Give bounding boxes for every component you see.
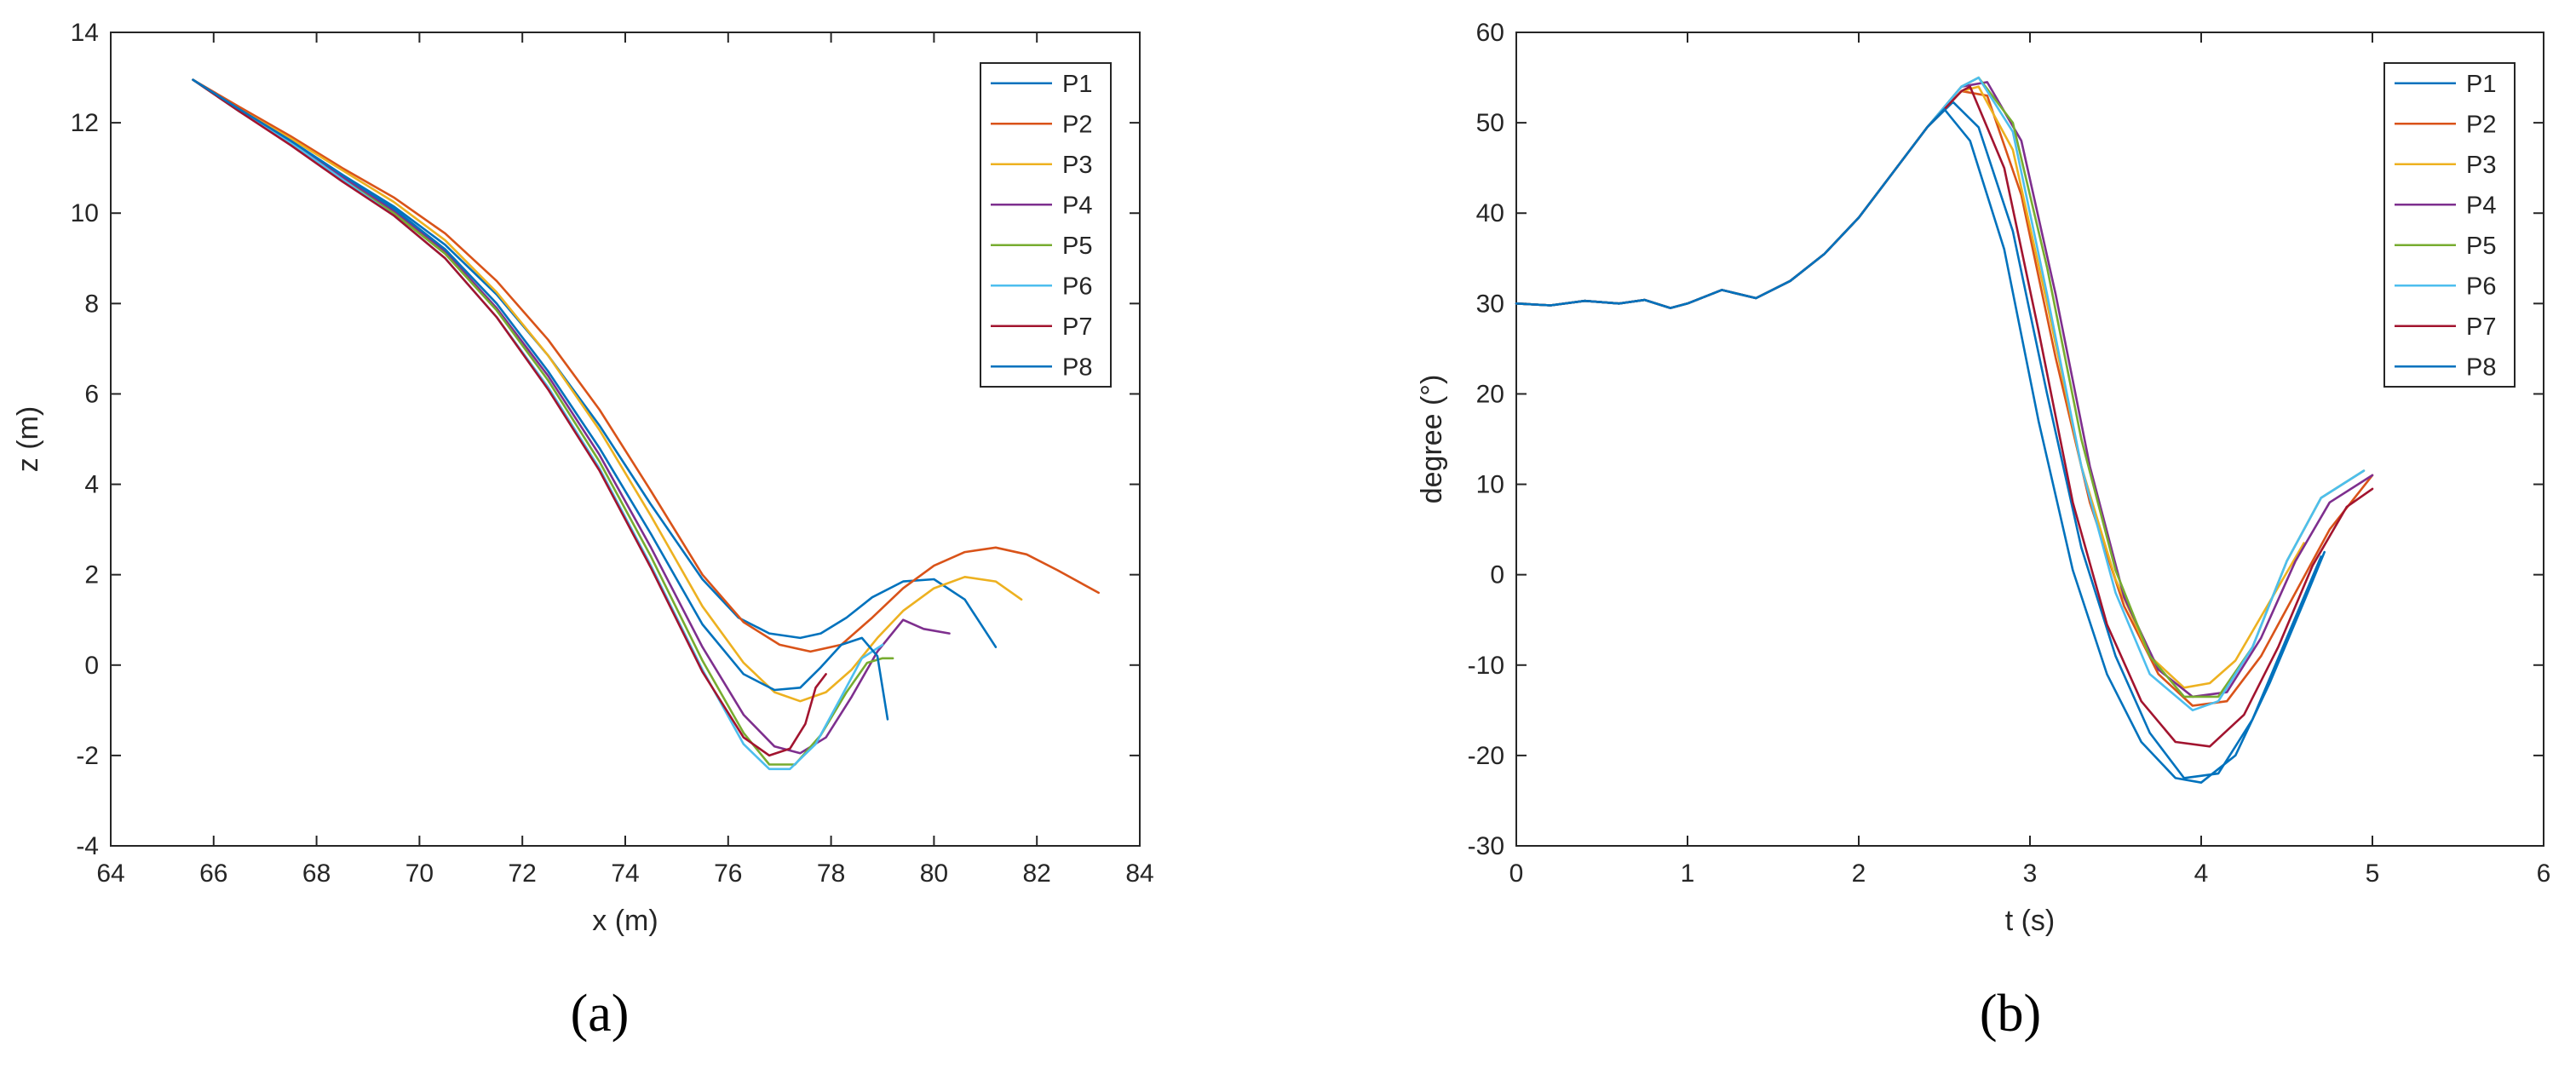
x-tick-label: 66 — [199, 859, 227, 888]
y-tick-label: -4 — [76, 832, 99, 860]
panel-b-chart: 0 1 2 3 4 5 6 -30 -20 -10 0 10 20 30 40 50 60 t (s) degree… — [1416, 19, 2550, 937]
series-line-p4 — [192, 78, 951, 755]
legend-box — [980, 62, 1112, 388]
x-tick-label: 70 — [405, 859, 434, 888]
x-tick-label: 2 — [1852, 859, 1866, 888]
legend: P1 P2 P3 P4 P5 P6 P7 P8 — [2383, 62, 2516, 388]
y-tick-label: 40 — [1476, 199, 1504, 227]
legend-label: P1 — [2466, 71, 2496, 98]
x-tick-label: 72 — [509, 859, 537, 888]
x-tick-label: 3 — [2023, 859, 2038, 888]
y-tick-label: 0 — [1490, 561, 1504, 589]
y-tick-label: 0 — [84, 652, 99, 680]
x-tick-label: 0 — [1509, 859, 1524, 888]
plot-area — [1515, 32, 2544, 847]
plot-area — [110, 32, 1141, 847]
x-tick-label: 80 — [920, 859, 948, 888]
y-tick-label: -30 — [1468, 832, 1504, 860]
x-tick-label: 68 — [302, 859, 331, 888]
legend-label: P2 — [1062, 111, 1092, 138]
panel-b-label: (b) — [1980, 985, 2041, 1043]
x-tick-label: 84 — [1125, 859, 1153, 888]
x-tick-label: 82 — [1023, 859, 1051, 888]
legend-label: P7 — [1062, 313, 1092, 341]
series-line-p2 — [192, 78, 1100, 653]
y-tick-label: 10 — [71, 199, 99, 227]
x-axis-label: t (s) — [2005, 905, 2056, 937]
legend-label: P1 — [1062, 71, 1092, 98]
x-axis-label: x (m) — [592, 905, 658, 937]
y-tick-label: -20 — [1468, 742, 1504, 770]
legend-label: P5 — [1062, 233, 1092, 260]
legend-label: P4 — [2466, 192, 2496, 219]
legend-label: P2 — [2466, 111, 2496, 138]
legend-label: P8 — [1062, 354, 1092, 381]
legend-label: P5 — [2466, 233, 2496, 260]
x-tick-label: 76 — [714, 859, 742, 888]
x-tick-label: 5 — [2366, 859, 2380, 888]
series-line-p8 — [192, 78, 889, 721]
y-tick-label: 50 — [1476, 109, 1504, 137]
legend-label: P8 — [2466, 354, 2496, 381]
y-tick-label: 8 — [84, 290, 99, 318]
y-tick-label: -2 — [76, 742, 99, 770]
legend-box — [2383, 62, 2516, 388]
legend: P1 P2 P3 P4 P5 P6 P7 P8 — [980, 62, 1112, 388]
y-tick-label: 30 — [1476, 290, 1504, 318]
legend-label: P3 — [1062, 152, 1092, 179]
x-tick-label: 6 — [2537, 859, 2551, 888]
series-line-p8 — [1515, 107, 2326, 785]
legend-label: P7 — [2466, 313, 2496, 341]
x-tick-label: 74 — [611, 859, 639, 888]
x-tick-label: 78 — [817, 859, 845, 888]
y-tick-label: 10 — [1476, 471, 1504, 499]
y-tick-label: 20 — [1476, 380, 1504, 408]
y-tick-label: 60 — [1476, 19, 1504, 47]
legend-label: P4 — [1062, 192, 1092, 219]
legend-label: P6 — [1062, 273, 1092, 300]
y-tick-label: 2 — [84, 561, 99, 589]
series-line-p3 — [192, 78, 1023, 703]
panel-a-label: (a) — [571, 985, 630, 1043]
y-axis-label: z (m) — [12, 406, 44, 472]
series-line-p7 — [192, 78, 827, 757]
legend-label: P6 — [2466, 273, 2496, 300]
y-tick-label: 4 — [84, 471, 99, 499]
y-tick-label: 14 — [71, 19, 99, 47]
y-tick-label: 6 — [84, 380, 99, 408]
x-tick-label: 4 — [2194, 859, 2209, 888]
x-tick-label: 64 — [96, 859, 124, 888]
y-tick-label: -10 — [1468, 652, 1504, 680]
y-axis-label: degree (°) — [1416, 375, 1448, 504]
y-tick-label: 12 — [71, 109, 99, 137]
x-tick-label: 1 — [1681, 859, 1695, 888]
legend-label: P3 — [2466, 152, 2496, 179]
